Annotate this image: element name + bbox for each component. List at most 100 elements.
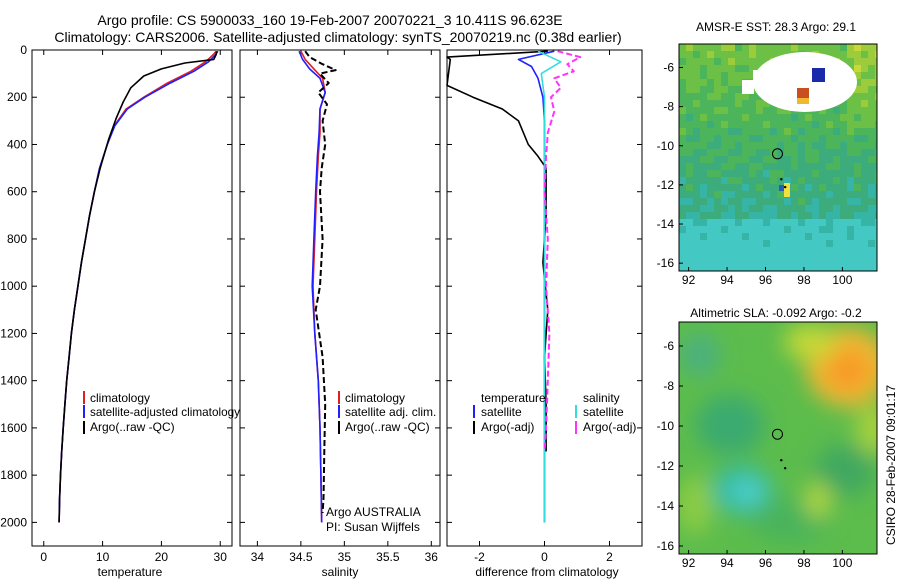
sst-cell — [770, 114, 778, 122]
sst-cell — [749, 93, 757, 101]
sst-cell — [875, 247, 877, 255]
sst-cell — [679, 135, 687, 143]
sst-cell — [707, 240, 715, 248]
sst-cell — [861, 79, 869, 87]
sst-cell — [840, 219, 848, 227]
sst-cell — [721, 177, 729, 185]
sst-cell — [784, 156, 792, 164]
map-x-tick-label: 96 — [759, 273, 773, 287]
sst-cell — [868, 58, 876, 66]
sst-cell — [784, 212, 792, 220]
sst-cell — [714, 135, 722, 143]
map-y-tick-label: -6 — [663, 60, 674, 74]
sst-cell — [826, 205, 834, 213]
sst-cell — [819, 247, 827, 255]
sst-cell — [777, 135, 785, 143]
sst-cell — [875, 93, 877, 101]
sst-cell — [686, 72, 694, 80]
sst-cell — [784, 247, 792, 255]
sst-cell — [763, 261, 771, 269]
sst-cell — [812, 198, 820, 206]
sst-cell — [686, 100, 694, 108]
sst-cell — [742, 226, 750, 234]
sst-cell — [812, 156, 820, 164]
sst-cell — [791, 191, 799, 199]
sst-cell — [693, 177, 701, 185]
sst-cell — [805, 205, 813, 213]
sst-cell — [693, 212, 701, 220]
sst-cell — [812, 128, 820, 136]
sst-cell — [791, 219, 799, 227]
sst-cell — [812, 163, 820, 171]
sst-cell — [805, 212, 813, 220]
sst-cell — [868, 72, 876, 80]
sst-cell — [875, 240, 877, 248]
sst-cell — [693, 128, 701, 136]
sst-cell — [819, 177, 827, 185]
sst-cell — [826, 51, 834, 59]
sst-cell — [763, 233, 771, 241]
sst-cell — [735, 51, 743, 59]
sst-cell — [749, 135, 757, 143]
argo-track-point — [783, 185, 787, 189]
sst-cell — [728, 156, 736, 164]
sst-cell — [742, 107, 750, 115]
x-tick-label: 35 — [338, 550, 352, 564]
y-tick-label: 600 — [7, 185, 27, 199]
sst-cell — [833, 233, 841, 241]
sst-cell — [770, 156, 778, 164]
sst-cell — [735, 240, 743, 248]
sst-cell — [777, 51, 785, 59]
sst-cell — [854, 163, 862, 171]
sst-cell — [777, 205, 785, 213]
map-x-tick-label: 98 — [797, 556, 811, 570]
sst-cell — [847, 247, 855, 255]
sst-cell — [735, 135, 743, 143]
legend-label-argo: Argo(..raw -QC) — [345, 420, 430, 434]
sst-cell — [875, 261, 877, 269]
sst-cell — [840, 177, 848, 185]
sst-cell — [686, 254, 694, 262]
sst-cell — [728, 51, 736, 59]
sst-cell — [812, 268, 820, 271]
sst-cell — [784, 107, 792, 115]
sst-cell — [791, 44, 799, 52]
sst-cell — [812, 44, 820, 52]
sst-cell — [812, 177, 820, 185]
sst-cell — [784, 240, 792, 248]
sla-map-frame — [678, 321, 878, 555]
sst-cell — [742, 219, 750, 227]
sst-cell — [686, 191, 694, 199]
x-tick-label: 36 — [425, 550, 439, 564]
sst-cell — [742, 212, 750, 220]
sst-cell — [756, 107, 764, 115]
sst-cell — [693, 191, 701, 199]
sst-cell — [749, 254, 757, 262]
sst-cell — [847, 184, 855, 192]
sst-cell — [777, 191, 785, 199]
sst-cell — [728, 128, 736, 136]
sst-cell — [679, 51, 687, 59]
sst-cell — [763, 226, 771, 234]
sst-cell — [742, 65, 750, 73]
sst-cell — [714, 100, 722, 108]
sst-cell — [742, 198, 750, 206]
sst-cell — [686, 198, 694, 206]
sst-cell — [721, 65, 729, 73]
sst-cell — [854, 100, 862, 108]
sst-cell — [798, 156, 806, 164]
sst-cell — [707, 254, 715, 262]
series-line-argo-raw-qc — [304, 50, 337, 513]
sst-cell — [749, 44, 757, 52]
sst-cell — [742, 184, 750, 192]
sst-cell — [840, 128, 848, 136]
sst-cell — [700, 65, 708, 73]
sst-cell — [735, 254, 743, 262]
sst-cell — [721, 198, 729, 206]
sst-cell — [735, 142, 743, 150]
sst-cell — [833, 268, 841, 271]
sst-cell — [798, 212, 806, 220]
sst-cell — [756, 233, 764, 241]
sst-cell — [791, 254, 799, 262]
sst-cell — [770, 128, 778, 136]
